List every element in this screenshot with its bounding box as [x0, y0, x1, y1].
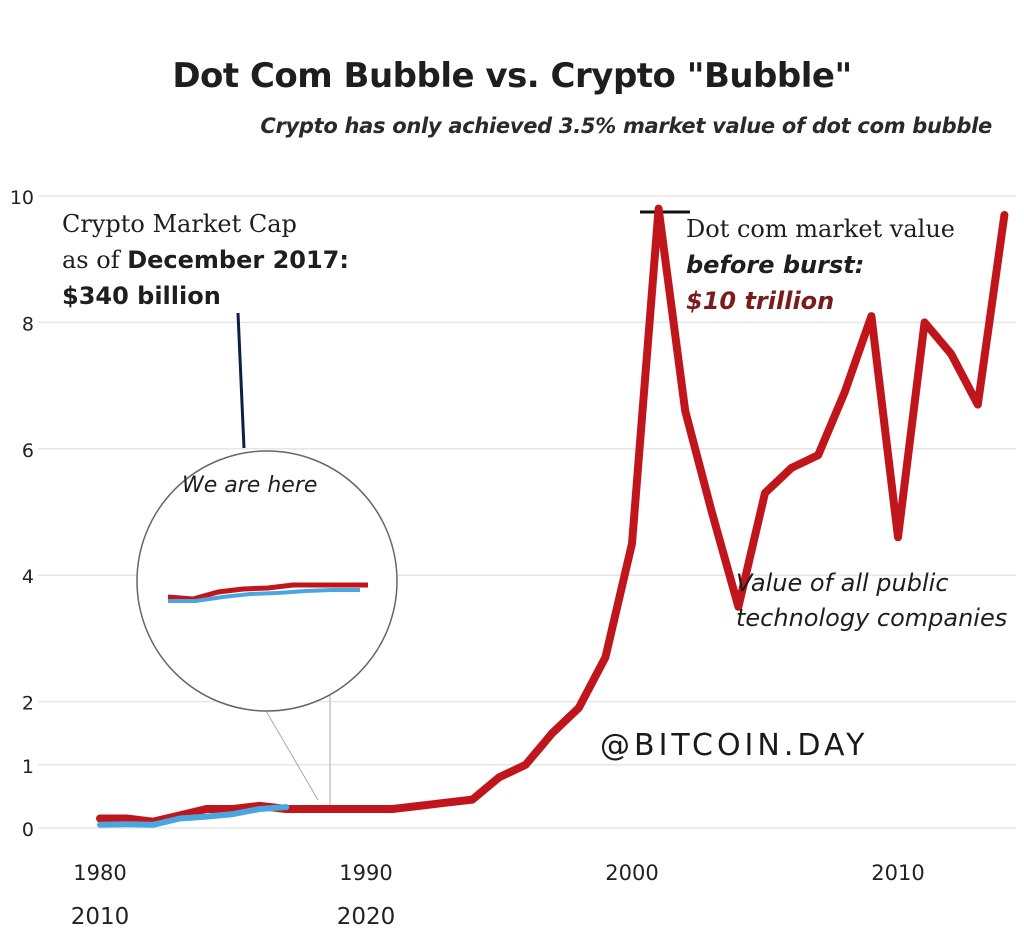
tech-annotation-line1: Value of all public — [736, 569, 949, 597]
chart-subtitle: Crypto has only achieved 3.5% market val… — [260, 114, 992, 138]
tech-series-annotation: Value of all public technology companies — [736, 566, 1007, 636]
zoom-connector — [261, 703, 319, 801]
x-tick-label-crypto: 2020 — [337, 904, 396, 930]
gridlines — [38, 195, 1016, 829]
y-axis-ticks: 0 1 2 4 6 8 10 — [10, 187, 34, 841]
y-tick-label: 8 — [22, 313, 34, 335]
y-tick-label: 4 — [22, 566, 34, 588]
dotcom-annotation-line1: Dot com market value — [686, 215, 956, 243]
zoom-series-tech — [167, 582, 368, 602]
zoom-series-crypto — [168, 588, 360, 603]
crypto-annotation-line1: Crypto Market Cap — [62, 210, 297, 238]
y-tick-label: 1 — [22, 756, 34, 778]
x-tick-label: 1980 — [73, 861, 126, 885]
crypto-annotation-line2: as of December 2017: — [62, 246, 349, 274]
y-tick-label: 10 — [10, 187, 34, 209]
crypto-callout-line — [236, 312, 246, 449]
x-tick-label: 2000 — [605, 861, 658, 885]
watermark: @BITCOIN.DAY — [600, 728, 869, 763]
y-tick-label: 0 — [22, 819, 34, 841]
series-line-tech-companies — [96, 204, 1009, 826]
dotcom-annotation: Dot com market value before burst: $10 t… — [686, 211, 955, 319]
y-tick-label: 6 — [22, 440, 34, 462]
zoom-inset — [136, 450, 398, 712]
crypto-annotation-line3: $340 billion — [62, 282, 221, 310]
x-tick-label-crypto: 2010 — [71, 904, 130, 930]
zoom-circle — [136, 450, 398, 712]
chart-title: Dot Com Bubble vs. Crypto "Bubble" — [172, 56, 852, 96]
x-tick-label: 2010 — [871, 861, 924, 885]
series-lines — [96, 204, 1009, 828]
dotcom-annotation-line3: $10 trillion — [686, 287, 835, 315]
x-tick-label: 1990 — [339, 861, 392, 885]
zoom-label: We are here — [182, 473, 318, 498]
series-line-crypto — [97, 804, 290, 828]
tech-annotation-line2: technology companies — [736, 603, 1008, 632]
y-tick-label: 2 — [22, 693, 34, 715]
x-axis-ticks: 1980 1990 2000 2010 2010 2020 — [71, 861, 925, 930]
dotcom-annotation-line2: before burst: — [686, 251, 865, 279]
crypto-annotation: Crypto Market Cap as of December 2017: $… — [62, 206, 349, 314]
